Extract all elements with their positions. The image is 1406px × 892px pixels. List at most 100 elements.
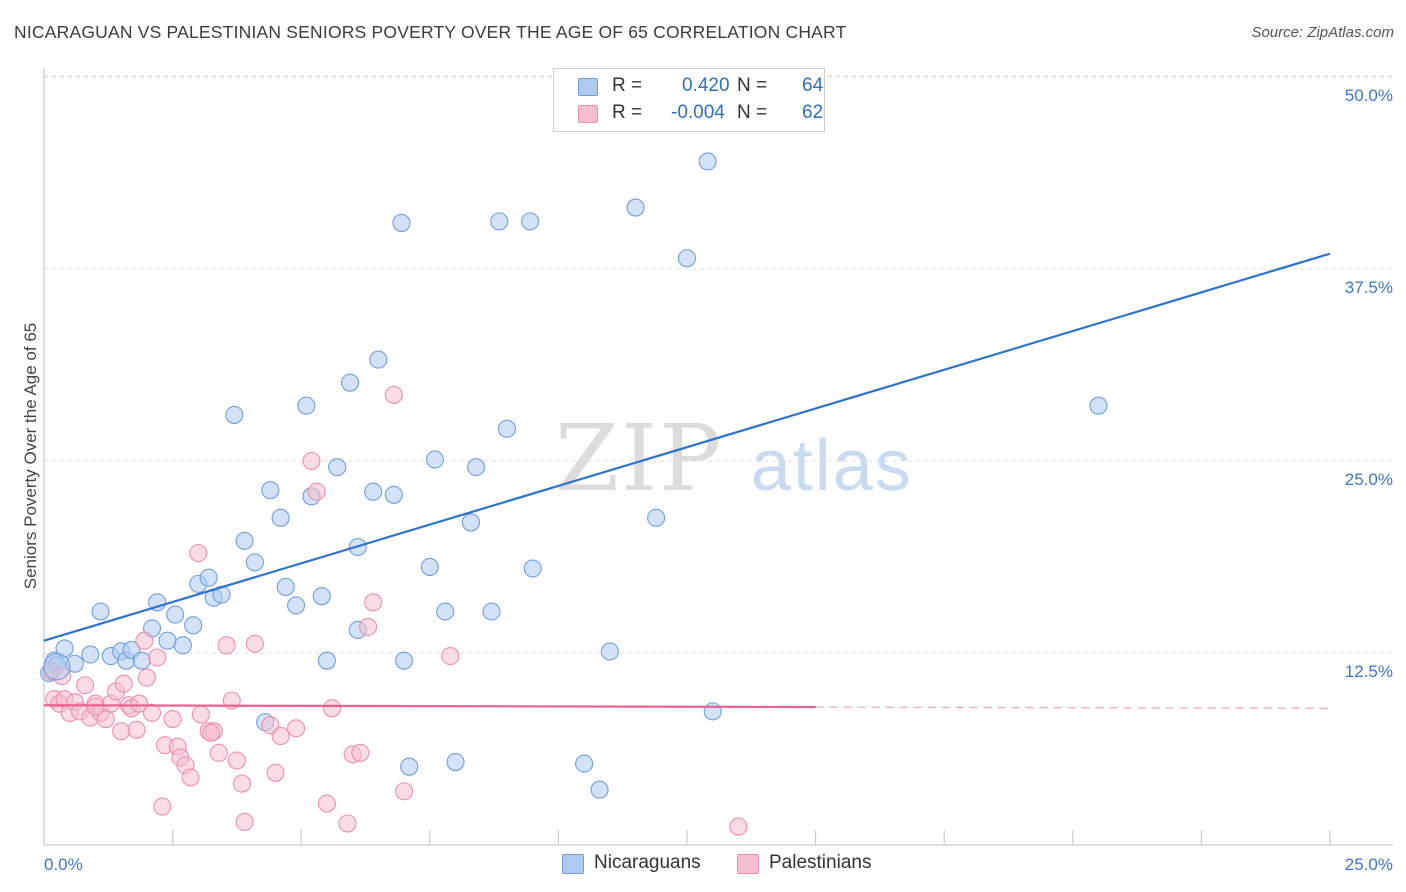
- legend-r-label: R =: [612, 75, 643, 96]
- palestinian-point: [153, 797, 172, 816]
- legend-n-value: 62: [802, 102, 824, 123]
- palestinian-point: [364, 593, 383, 612]
- legend-n-label: N =: [737, 75, 768, 96]
- nicaraguan-point: [626, 198, 645, 217]
- nicaraguan-point: [173, 636, 192, 655]
- nicaraguan-point: [436, 602, 455, 621]
- nicaraguan-point: [158, 631, 177, 650]
- palestinian-point: [137, 668, 156, 687]
- nicaraguans-trend-line: [43, 252, 1331, 642]
- watermark-zip: ZIP: [555, 405, 724, 512]
- nicaraguan-point: [467, 458, 486, 477]
- nicaraguan-point: [384, 485, 403, 504]
- chart-source: Source: ZipAtlas.com: [1251, 24, 1394, 41]
- nicaraguan-point: [497, 419, 517, 438]
- nicaraguan-point: [91, 602, 110, 621]
- palestinian-point: [127, 720, 146, 739]
- nicaraguan-point: [312, 587, 331, 606]
- chart-title: NICARAGUAN VS PALESTINIAN SENIORS POVERT…: [14, 22, 847, 42]
- palestinian-point: [142, 703, 162, 722]
- nicaraguan-point: [677, 249, 697, 268]
- y-tick-label: 50.0%: [1345, 86, 1393, 105]
- palestinian-point: [114, 674, 133, 693]
- palestinian-point: [189, 544, 208, 563]
- palestinian-point: [302, 451, 321, 471]
- scatter-points: [40, 152, 1108, 836]
- nicaraguan-point: [647, 508, 666, 527]
- palestinian-point: [163, 709, 182, 729]
- nicaraguan-point: [575, 754, 594, 773]
- nicaraguan-point: [199, 568, 218, 587]
- palestinian-point: [359, 617, 378, 636]
- nicaraguan-point: [148, 593, 167, 612]
- palestinian-point: [232, 774, 252, 793]
- bottom-legend-label: Nicaraguans: [594, 852, 701, 873]
- nicaraguan-point: [400, 757, 419, 776]
- nicaraguan-point: [392, 213, 411, 232]
- grid-lines: [44, 75, 1393, 654]
- nicaraguan-point: [461, 513, 481, 532]
- nicaraguan-point: [132, 651, 151, 670]
- bottom-legend-swatch-pink: [737, 854, 759, 874]
- bottom-legend-swatch-blue: [562, 854, 584, 874]
- zipatlas-watermark: ZIP atlas: [555, 405, 913, 512]
- y-tick-label: 25.0%: [1345, 470, 1393, 489]
- nicaraguan-point: [446, 753, 465, 772]
- nicaraguan-point: [328, 458, 347, 477]
- legend-r-value: -0.004: [671, 102, 725, 123]
- nicaraguan-point: [364, 482, 383, 501]
- palestinian-point: [191, 705, 210, 724]
- nicaraguan-point: [271, 508, 290, 527]
- nicaraguan-point: [490, 212, 509, 231]
- palestinians-trend-line: [43, 704, 816, 709]
- nicaraguan-point: [395, 651, 414, 670]
- palestinian-point: [235, 812, 254, 832]
- palestinian-point: [441, 647, 460, 666]
- nicaraguan-point: [261, 481, 280, 500]
- palestinian-point: [395, 782, 414, 801]
- nicaraguan-point: [590, 780, 609, 799]
- palestinian-point: [227, 751, 246, 770]
- palestinians-trend-line-extension: [815, 706, 1331, 709]
- axes: [43, 68, 1393, 846]
- nicaraguan-point: [482, 602, 501, 621]
- nicaraguan-point: [297, 396, 316, 415]
- nicaraguan-point: [698, 152, 717, 171]
- nicaraguan-point: [287, 596, 306, 615]
- legend-r-value: 0.420: [682, 75, 730, 96]
- palestinian-point: [338, 814, 357, 833]
- nicaraguan-point: [245, 553, 264, 572]
- palestinian-point: [217, 636, 236, 655]
- watermark-atlas: atlas: [750, 426, 913, 506]
- palestinian-point: [135, 631, 154, 650]
- palestinian-point: [148, 648, 167, 667]
- bottom-legend-label: Palestinians: [769, 852, 872, 873]
- legend-n-label: N =: [737, 102, 768, 123]
- trend-lines: [43, 252, 1331, 709]
- x-tick-label-max: 25.0%: [1345, 855, 1393, 874]
- palestinian-point: [323, 699, 342, 718]
- legend-n-value: 64: [802, 75, 824, 96]
- palestinian-point: [76, 676, 95, 695]
- legend-swatch-pink: [578, 105, 598, 123]
- nicaraguan-point: [81, 645, 100, 664]
- palestinian-point: [384, 385, 403, 405]
- palestinian-point: [181, 768, 200, 787]
- nicaraguan-point: [212, 585, 231, 604]
- y-tick-label: 37.5%: [1345, 278, 1393, 297]
- palestinian-point: [287, 719, 306, 738]
- palestinian-point: [271, 726, 290, 745]
- palestinian-point: [112, 722, 131, 741]
- nicaraguan-point: [1089, 396, 1108, 415]
- nicaraguan-point: [235, 531, 254, 550]
- x-tick-label-min: 0.0%: [44, 855, 83, 874]
- legend-r-label: R =: [612, 102, 643, 123]
- nicaraguan-point: [600, 642, 619, 661]
- nicaraguan-point: [317, 651, 336, 670]
- palestinian-point: [209, 743, 228, 762]
- y-tick-labels: 12.5% 25.0% 37.5% 50.0%: [1345, 86, 1393, 681]
- nicaraguan-point: [276, 577, 295, 597]
- palestinian-point: [266, 763, 285, 782]
- nicaraguan-point: [184, 616, 203, 635]
